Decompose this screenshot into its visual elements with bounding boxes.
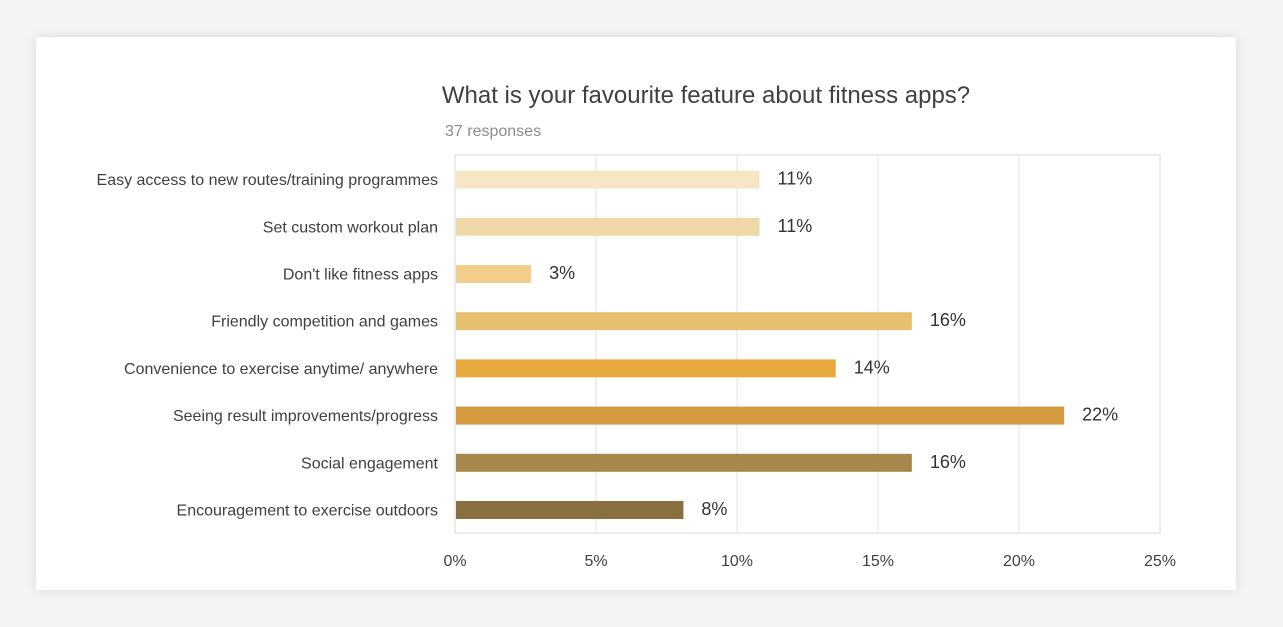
x-tick-label: 20% <box>1003 553 1035 570</box>
value-label: 8% <box>701 499 727 519</box>
bar[interactable] <box>456 453 912 472</box>
category-label: Easy access to new routes/training progr… <box>97 172 438 189</box>
bar[interactable] <box>456 265 532 283</box>
bar[interactable] <box>456 312 912 331</box>
category-label: Seeing result improvements/progress <box>173 408 438 425</box>
x-tick-label: 10% <box>721 553 753 570</box>
category-label: Social engagement <box>301 455 439 472</box>
bar[interactable] <box>456 406 1065 425</box>
bar[interactable] <box>456 170 760 189</box>
category-label: Encouragement to exercise outdoors <box>177 503 438 520</box>
bar[interactable] <box>456 217 760 236</box>
value-label: 14% <box>854 357 890 377</box>
value-label: 16% <box>930 452 966 472</box>
value-label: 11% <box>778 169 813 189</box>
chart-title: What is your favourite feature about fit… <box>441 82 971 109</box>
value-label: 22% <box>1082 405 1118 425</box>
value-label: 11% <box>778 216 813 236</box>
category-label: Friendly competition and games <box>211 314 438 331</box>
x-tick-label: 5% <box>584 553 607 570</box>
category-label: Set custom workout plan <box>263 219 438 236</box>
category-label: Don't like fitness apps <box>283 267 438 284</box>
plot-frame <box>454 154 1161 534</box>
bar[interactable] <box>456 501 684 519</box>
x-tick-label: 15% <box>862 553 894 570</box>
x-tick-label: 0% <box>443 553 466 570</box>
category-label: Convenience to exercise anytime/ anywher… <box>124 361 438 378</box>
value-label: 3% <box>549 263 575 283</box>
x-tick-label: 25% <box>1144 553 1176 570</box>
value-label: 16% <box>930 310 966 330</box>
chart-subtitle: 37 responses <box>445 123 542 140</box>
bar[interactable] <box>456 359 836 378</box>
